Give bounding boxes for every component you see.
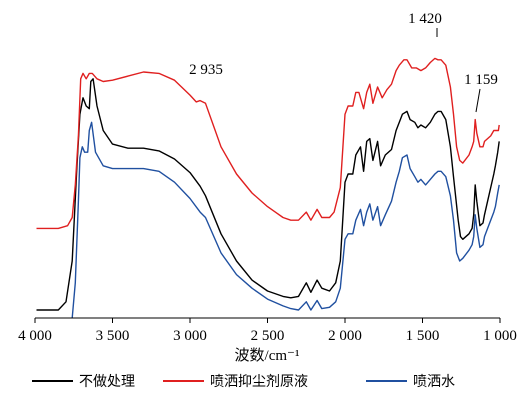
annotation-label-1159: 1 159	[464, 72, 498, 88]
x-tick-label: 2 000	[328, 328, 362, 344]
x-tick-label: 1 000	[483, 328, 517, 344]
x-tick-label: 3 000	[173, 328, 207, 344]
x-tick-label: 4 000	[18, 328, 52, 344]
legend-item-dust-suppressant: 喷洒抑尘剂原液	[163, 374, 308, 390]
x-tick-label: 2 500	[251, 328, 285, 344]
legend-item-no-treatment: 不做处理	[32, 374, 135, 390]
annotation-2935: 2 935	[189, 62, 223, 78]
annotation-1159: 1 159	[464, 72, 498, 113]
series-line-dust-suppressant	[36, 57, 500, 230]
annotation-label-2935: 2 935	[189, 62, 223, 78]
annotation-leader-1159	[475, 88, 481, 113]
series-layer	[36, 57, 500, 319]
annotation-label-1420: 1 420	[408, 11, 442, 27]
x-axis-ticks: 4 000 3 500 3 000 2 500 2 000 1 500 1 000	[18, 318, 517, 344]
x-tick-label: 3 500	[96, 328, 130, 344]
legend-label-water: 喷洒水	[413, 374, 455, 390]
x-axis-title: 波数/cm⁻¹	[235, 347, 300, 364]
series-line-water	[71, 121, 500, 319]
legend-label-no-treatment: 不做处理	[79, 374, 135, 390]
legend-label-dust-suppressant: 喷洒抑尘剂原液	[210, 374, 308, 390]
x-tick-label: 1 500	[406, 328, 440, 344]
legend: 不做处理 喷洒抑尘剂原液 喷洒水	[32, 374, 455, 390]
legend-item-water: 喷洒水	[366, 374, 455, 390]
series-line-no-treatment	[36, 78, 500, 311]
annotation-1420: 1 420	[408, 11, 442, 37]
